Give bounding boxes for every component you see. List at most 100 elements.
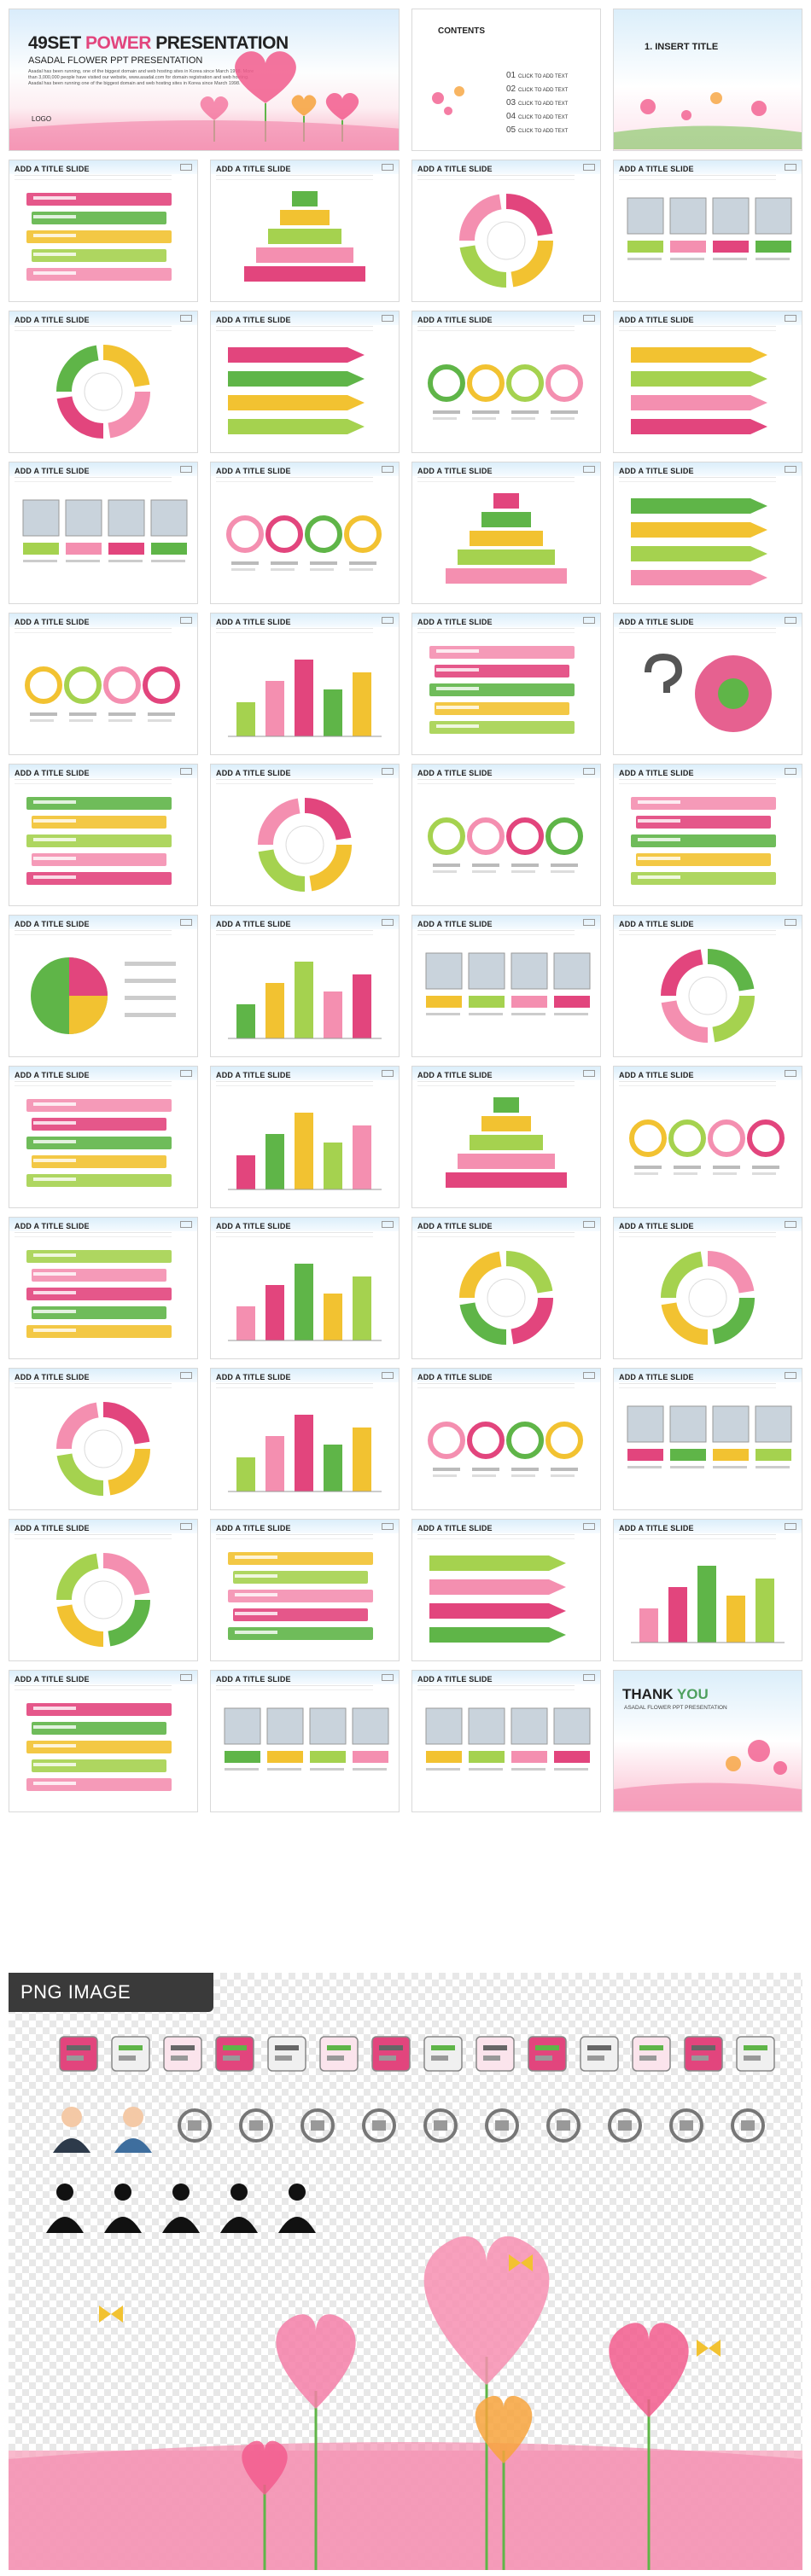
diagram-shape — [108, 543, 144, 555]
template-slide-7[interactable]: ADD A TITLE SLIDE — [613, 160, 802, 302]
template-slide-43[interactable]: ADD A TITLE SLIDE — [613, 1519, 802, 1661]
slide-diagram — [459, 194, 553, 288]
slide-title: ADD A TITLE SLIDE — [216, 769, 291, 777]
logo-mark-icon — [180, 768, 192, 775]
gears-outline-icon — [362, 2108, 396, 2143]
slide-diagram — [629, 1119, 785, 1175]
diagram-shape — [228, 395, 365, 410]
template-slide-35[interactable]: ADD A TITLE SLIDE — [613, 1217, 802, 1359]
slide-title: ADD A TITLE SLIDE — [15, 769, 90, 777]
diagram-shape — [511, 417, 535, 420]
logo-mark-icon — [382, 919, 394, 926]
logo-mark-icon — [583, 1372, 595, 1379]
celebrate-icon — [289, 2183, 306, 2201]
palette-icon — [680, 2120, 693, 2131]
diagram-shape — [33, 875, 76, 879]
globe-icon — [371, 2036, 411, 2072]
slide-diagram — [425, 1707, 591, 1771]
template-slide-38[interactable]: ADD A TITLE SLIDE — [411, 1368, 601, 1510]
diagram-shape — [33, 800, 76, 804]
template-slide-16[interactable]: ADD A TITLE SLIDE — [9, 613, 198, 755]
template-slide-39[interactable]: ADD A TITLE SLIDE — [613, 1368, 802, 1510]
template-slide-24[interactable]: ADD A TITLE SLIDE — [9, 915, 198, 1057]
template-slide-29[interactable]: ADD A TITLE SLIDE — [210, 1066, 400, 1208]
insert-title-slide[interactable]: 1. INSERT TITLE — [613, 9, 802, 151]
diagram-shape — [472, 1474, 496, 1477]
contents-item[interactable]: 02 CLICK TO ADD TEXT — [506, 84, 569, 94]
diagram-shape — [670, 241, 706, 253]
template-slide-12[interactable]: ADD A TITLE SLIDE — [9, 462, 198, 604]
slide-diagram — [228, 1113, 382, 1190]
diagram-shape — [718, 678, 749, 709]
diagram-shape — [429, 1579, 566, 1595]
first-place-icon — [220, 2217, 258, 2233]
template-slide-23[interactable]: ADD A TITLE SLIDE — [613, 764, 802, 906]
diagram-shape — [697, 1566, 716, 1643]
diagram-shape — [26, 1137, 172, 1149]
slide-header-band — [9, 1671, 197, 1684]
logo-mark-icon — [382, 1523, 394, 1530]
template-slide-6[interactable]: ADD A TITLE SLIDE — [411, 160, 601, 302]
template-slide-22[interactable]: ADD A TITLE SLIDE — [411, 764, 601, 906]
template-slide-13[interactable]: ADD A TITLE SLIDE — [210, 462, 400, 604]
template-slide-44[interactable]: ADD A TITLE SLIDE — [9, 1670, 198, 1812]
slide-subtitle-line — [216, 1685, 373, 1690]
template-slide-40[interactable]: ADD A TITLE SLIDE — [9, 1519, 198, 1661]
logo-mark-icon — [180, 1674, 192, 1681]
template-slide-41[interactable]: ADD A TITLE SLIDE — [210, 1519, 400, 1661]
template-slide-37[interactable]: ADD A TITLE SLIDE — [210, 1368, 400, 1510]
cover-slide[interactable]: 49SET POWER PRESENTATION ASADAL FLOWER P… — [9, 9, 400, 151]
diagram-shape — [26, 193, 172, 206]
template-slide-8[interactable]: ADD A TITLE SLIDE — [9, 311, 198, 453]
heart-flower — [242, 2440, 288, 2495]
template-slide-15[interactable]: ADD A TITLE SLIDE — [613, 462, 802, 604]
template-slide-32[interactable]: ADD A TITLE SLIDE — [9, 1217, 198, 1359]
diagram-shape — [627, 1466, 662, 1468]
template-slide-11[interactable]: ADD A TITLE SLIDE — [613, 311, 802, 453]
slide-diagram — [56, 1553, 150, 1647]
slide-header-band — [412, 311, 600, 325]
template-slide-31[interactable]: ADD A TITLE SLIDE — [613, 1066, 802, 1208]
template-slide-18[interactable]: ADD A TITLE SLIDE — [411, 613, 601, 755]
slide-diagram — [224, 1707, 389, 1771]
slide-subtitle-line — [619, 326, 776, 331]
template-slide-34[interactable]: ADD A TITLE SLIDE — [411, 1217, 601, 1359]
template-slide-25[interactable]: ADD A TITLE SLIDE — [210, 915, 400, 1057]
contents-item[interactable]: 05 CLICK TO ADD TEXT — [506, 125, 569, 135]
diagram-shape — [258, 798, 352, 892]
contents-item[interactable]: 04 CLICK TO ADD TEXT — [506, 112, 569, 121]
template-slide-4[interactable]: ADD A TITLE SLIDE — [9, 160, 198, 302]
diagram-shape — [26, 1703, 172, 1791]
template-slide-42[interactable]: ADD A TITLE SLIDE — [411, 1519, 601, 1661]
thank-you-slide[interactable]: THANK YOU ASADAL FLOWER PPT PRESENTATION — [613, 1670, 802, 1812]
template-slide-9[interactable]: ADD A TITLE SLIDE — [210, 311, 400, 453]
template-slide-21[interactable]: ADD A TITLE SLIDE — [210, 764, 400, 906]
contents-slide[interactable]: CONTENTS 01 CLICK TO ADD TEXT 02 CLICK TO … — [411, 9, 601, 151]
contents-item[interactable]: 03 CLICK TO ADD TEXT — [506, 98, 569, 108]
logo-mark-icon — [583, 1221, 595, 1228]
template-slide-26[interactable]: ADD A TITLE SLIDE — [411, 915, 601, 1057]
slide-title: ADD A TITLE SLIDE — [417, 769, 493, 777]
template-slide-17[interactable]: ADD A TITLE SLIDE — [210, 613, 400, 755]
template-slide-28[interactable]: ADD A TITLE SLIDE — [9, 1066, 198, 1208]
floppy-icon — [639, 2056, 656, 2061]
diagram-shape — [446, 1172, 567, 1188]
diagram-shape — [31, 957, 176, 1034]
contents-item[interactable]: 01 CLICK TO ADD TEXT — [506, 71, 569, 80]
template-slide-30[interactable]: ADD A TITLE SLIDE — [411, 1066, 601, 1208]
template-slide-36[interactable]: ADD A TITLE SLIDE — [9, 1368, 198, 1510]
slide-title: ADD A TITLE SLIDE — [216, 1222, 291, 1230]
template-slide-27[interactable]: ADD A TITLE SLIDE — [613, 915, 802, 1057]
diagram-shape — [148, 719, 172, 722]
template-slide-19[interactable]: ADD A TITLE SLIDE — [613, 613, 802, 755]
template-slide-33[interactable]: ADD A TITLE SLIDE — [210, 1217, 400, 1359]
template-slide-10[interactable]: ADD A TITLE SLIDE — [411, 311, 601, 453]
template-slide-46[interactable]: ADD A TITLE SLIDE — [411, 1670, 601, 1812]
template-slide-20[interactable]: ADD A TITLE SLIDE — [9, 764, 198, 906]
diagram-shape — [236, 702, 255, 736]
template-slide-45[interactable]: ADD A TITLE SLIDE — [210, 1670, 400, 1812]
diagram-shape — [436, 687, 479, 690]
template-slide-5[interactable]: ADD A TITLE SLIDE — [210, 160, 400, 302]
template-slide-14[interactable]: ADD A TITLE SLIDE — [411, 462, 601, 604]
diagram-shape — [631, 347, 767, 363]
